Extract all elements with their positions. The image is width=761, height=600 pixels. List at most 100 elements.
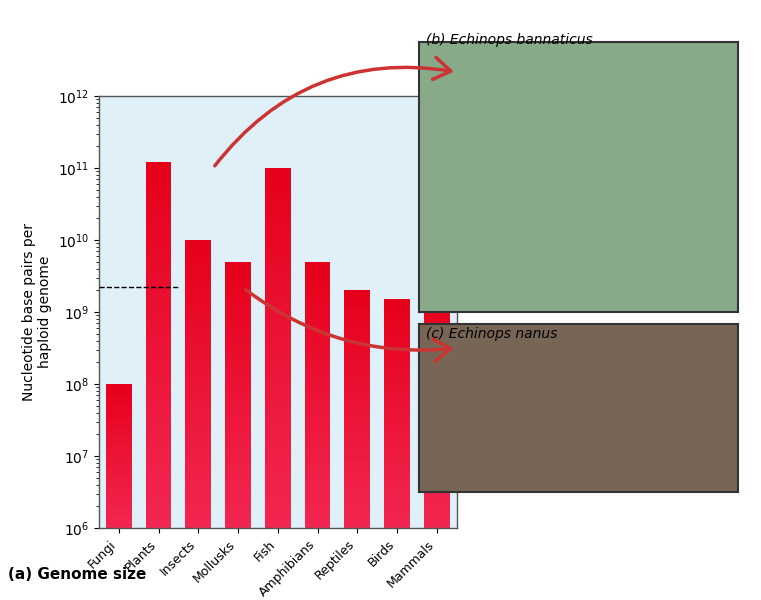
Bar xyxy=(225,368,251,374)
Bar xyxy=(424,490,450,495)
Bar xyxy=(344,357,370,362)
Bar xyxy=(384,432,410,437)
Bar xyxy=(265,492,291,499)
Bar xyxy=(225,475,251,480)
Bar xyxy=(265,427,291,434)
Bar xyxy=(186,442,212,448)
Bar xyxy=(145,331,171,338)
Bar xyxy=(304,358,330,363)
Bar xyxy=(344,343,370,347)
Bar xyxy=(384,491,410,496)
Bar xyxy=(265,470,291,478)
Bar xyxy=(186,332,212,338)
Bar xyxy=(145,184,171,191)
Bar xyxy=(304,379,330,384)
Text: (c) Echinops nanus: (c) Echinops nanus xyxy=(426,327,558,341)
Bar xyxy=(424,447,450,452)
Bar xyxy=(265,218,291,226)
Bar xyxy=(265,262,291,269)
Bar xyxy=(225,283,251,289)
Bar xyxy=(344,328,370,333)
Bar xyxy=(145,235,171,243)
Bar xyxy=(186,448,212,453)
Bar xyxy=(304,400,330,406)
Bar xyxy=(186,413,212,419)
Bar xyxy=(225,320,251,326)
Bar xyxy=(424,504,450,509)
Bar xyxy=(424,367,450,371)
Bar xyxy=(344,442,370,447)
Bar xyxy=(225,267,251,272)
Bar xyxy=(106,439,132,442)
Bar xyxy=(384,505,410,510)
Bar xyxy=(186,419,212,424)
Bar xyxy=(186,263,212,269)
Bar xyxy=(265,449,291,456)
Bar xyxy=(145,462,171,469)
Bar xyxy=(384,473,410,478)
Bar xyxy=(265,370,291,377)
Bar xyxy=(424,328,450,333)
Bar xyxy=(304,502,330,506)
Bar xyxy=(304,299,330,304)
Bar xyxy=(424,290,450,295)
Bar xyxy=(304,320,330,326)
Bar xyxy=(225,326,251,331)
Bar xyxy=(145,521,171,528)
Bar xyxy=(265,305,291,312)
Bar xyxy=(186,505,212,511)
Bar xyxy=(424,300,450,305)
Bar xyxy=(424,509,450,514)
Bar xyxy=(145,374,171,382)
Bar xyxy=(145,323,171,331)
Bar xyxy=(384,345,410,350)
Bar xyxy=(424,485,450,490)
Bar xyxy=(424,481,450,485)
Bar xyxy=(265,413,291,420)
Bar xyxy=(424,452,450,457)
Bar xyxy=(304,315,330,320)
Bar xyxy=(304,341,330,347)
Bar xyxy=(424,404,450,409)
Bar xyxy=(145,360,171,367)
Bar xyxy=(424,357,450,362)
Bar xyxy=(225,400,251,406)
Bar xyxy=(106,448,132,450)
Bar xyxy=(106,456,132,459)
Bar xyxy=(145,352,171,360)
Bar xyxy=(265,506,291,514)
Bar xyxy=(106,482,132,485)
Bar xyxy=(106,522,132,525)
Bar xyxy=(106,407,132,410)
Text: (a) Genome size: (a) Genome size xyxy=(8,567,146,582)
Bar xyxy=(424,424,450,428)
Bar xyxy=(424,457,450,461)
Bar xyxy=(344,437,370,442)
Bar xyxy=(106,392,132,395)
Bar xyxy=(384,409,410,413)
Bar xyxy=(145,389,171,397)
Bar xyxy=(344,305,370,310)
Bar xyxy=(265,204,291,211)
Bar xyxy=(106,413,132,416)
Bar xyxy=(424,471,450,476)
Bar xyxy=(106,485,132,488)
Bar xyxy=(106,410,132,413)
Bar xyxy=(225,416,251,421)
Bar xyxy=(344,390,370,395)
Bar xyxy=(384,354,410,359)
Bar xyxy=(344,523,370,528)
Bar xyxy=(186,361,212,367)
Bar xyxy=(304,475,330,480)
Bar xyxy=(145,199,171,206)
Bar xyxy=(106,419,132,421)
Bar xyxy=(424,362,450,367)
Bar xyxy=(145,345,171,352)
Bar xyxy=(265,355,291,362)
Bar xyxy=(304,411,330,416)
Bar xyxy=(186,286,212,292)
Bar xyxy=(344,319,370,323)
Bar xyxy=(145,287,171,294)
Bar xyxy=(106,459,132,462)
Bar xyxy=(384,523,410,528)
